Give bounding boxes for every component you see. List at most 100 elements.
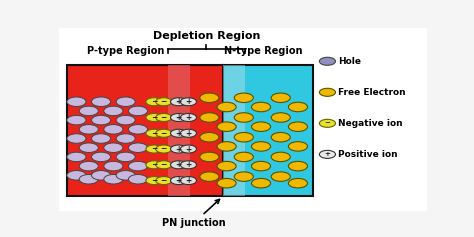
Circle shape xyxy=(180,161,197,169)
FancyBboxPatch shape xyxy=(167,65,190,196)
Circle shape xyxy=(234,113,254,122)
Circle shape xyxy=(217,161,236,171)
Circle shape xyxy=(252,122,271,132)
Circle shape xyxy=(156,98,172,106)
Circle shape xyxy=(319,57,336,65)
Circle shape xyxy=(288,178,308,188)
Circle shape xyxy=(116,134,135,143)
Circle shape xyxy=(180,114,197,122)
Circle shape xyxy=(128,106,147,116)
Text: +: + xyxy=(175,129,182,138)
Text: −: − xyxy=(161,160,167,169)
Circle shape xyxy=(271,172,290,181)
Circle shape xyxy=(234,172,254,181)
Circle shape xyxy=(271,113,290,122)
Circle shape xyxy=(217,102,236,112)
Circle shape xyxy=(180,129,197,137)
Text: +: + xyxy=(175,160,182,169)
Circle shape xyxy=(91,171,110,180)
Circle shape xyxy=(79,125,98,134)
Circle shape xyxy=(104,161,123,171)
Text: +: + xyxy=(175,97,182,106)
Text: −: − xyxy=(151,176,157,185)
Circle shape xyxy=(91,152,110,162)
FancyBboxPatch shape xyxy=(223,65,313,196)
Circle shape xyxy=(319,119,336,127)
FancyBboxPatch shape xyxy=(223,65,245,196)
Text: Negative ion: Negative ion xyxy=(338,119,403,128)
Circle shape xyxy=(116,115,135,125)
Circle shape xyxy=(156,114,172,122)
Circle shape xyxy=(79,161,98,171)
Circle shape xyxy=(200,132,219,142)
Circle shape xyxy=(67,134,86,143)
Circle shape xyxy=(234,152,254,162)
Circle shape xyxy=(171,145,187,153)
Circle shape xyxy=(104,174,123,184)
Circle shape xyxy=(91,134,110,143)
Circle shape xyxy=(217,142,236,151)
Circle shape xyxy=(79,106,98,116)
Circle shape xyxy=(288,122,308,132)
Text: −: − xyxy=(151,145,157,154)
Circle shape xyxy=(252,178,271,188)
Text: P-type Region: P-type Region xyxy=(87,46,164,56)
Circle shape xyxy=(146,145,162,153)
Circle shape xyxy=(156,177,172,185)
Text: −: − xyxy=(161,129,167,138)
Circle shape xyxy=(171,114,187,122)
Circle shape xyxy=(91,97,110,106)
Circle shape xyxy=(104,125,123,134)
Circle shape xyxy=(67,152,86,162)
Circle shape xyxy=(128,161,147,171)
Text: +: + xyxy=(175,176,182,185)
Circle shape xyxy=(146,98,162,106)
Circle shape xyxy=(79,174,98,184)
Circle shape xyxy=(171,129,187,137)
Text: −: − xyxy=(151,113,157,122)
Circle shape xyxy=(104,143,123,152)
Circle shape xyxy=(200,172,219,181)
Text: −: − xyxy=(161,176,167,185)
Circle shape xyxy=(319,150,336,158)
Circle shape xyxy=(252,161,271,171)
Circle shape xyxy=(171,98,187,106)
Text: +: + xyxy=(185,113,191,122)
Text: −: − xyxy=(161,145,167,154)
Circle shape xyxy=(116,152,135,162)
Text: +: + xyxy=(175,113,182,122)
Text: N-type Region: N-type Region xyxy=(224,46,302,56)
Circle shape xyxy=(200,93,219,103)
Circle shape xyxy=(156,161,172,169)
Circle shape xyxy=(156,129,172,137)
Circle shape xyxy=(288,142,308,151)
FancyBboxPatch shape xyxy=(48,23,434,216)
Circle shape xyxy=(67,97,86,106)
Text: +: + xyxy=(185,160,191,169)
Circle shape xyxy=(180,145,197,153)
Circle shape xyxy=(180,177,197,185)
Circle shape xyxy=(217,178,236,188)
Text: −: − xyxy=(151,129,157,138)
FancyBboxPatch shape xyxy=(66,65,223,196)
Circle shape xyxy=(319,88,336,96)
Text: Free Electron: Free Electron xyxy=(338,88,406,97)
Circle shape xyxy=(271,132,290,142)
Circle shape xyxy=(288,102,308,112)
Text: Hole: Hole xyxy=(338,57,362,66)
Circle shape xyxy=(146,161,162,169)
Circle shape xyxy=(217,122,236,132)
Circle shape xyxy=(271,152,290,162)
Text: Positive ion: Positive ion xyxy=(338,150,398,159)
Circle shape xyxy=(288,161,308,171)
Text: +: + xyxy=(185,145,191,154)
Text: +: + xyxy=(185,176,191,185)
Circle shape xyxy=(252,102,271,112)
Circle shape xyxy=(128,125,147,134)
Circle shape xyxy=(128,143,147,152)
Text: −: − xyxy=(161,97,167,106)
Circle shape xyxy=(146,129,162,137)
Circle shape xyxy=(252,142,271,151)
Circle shape xyxy=(180,98,197,106)
Circle shape xyxy=(156,145,172,153)
